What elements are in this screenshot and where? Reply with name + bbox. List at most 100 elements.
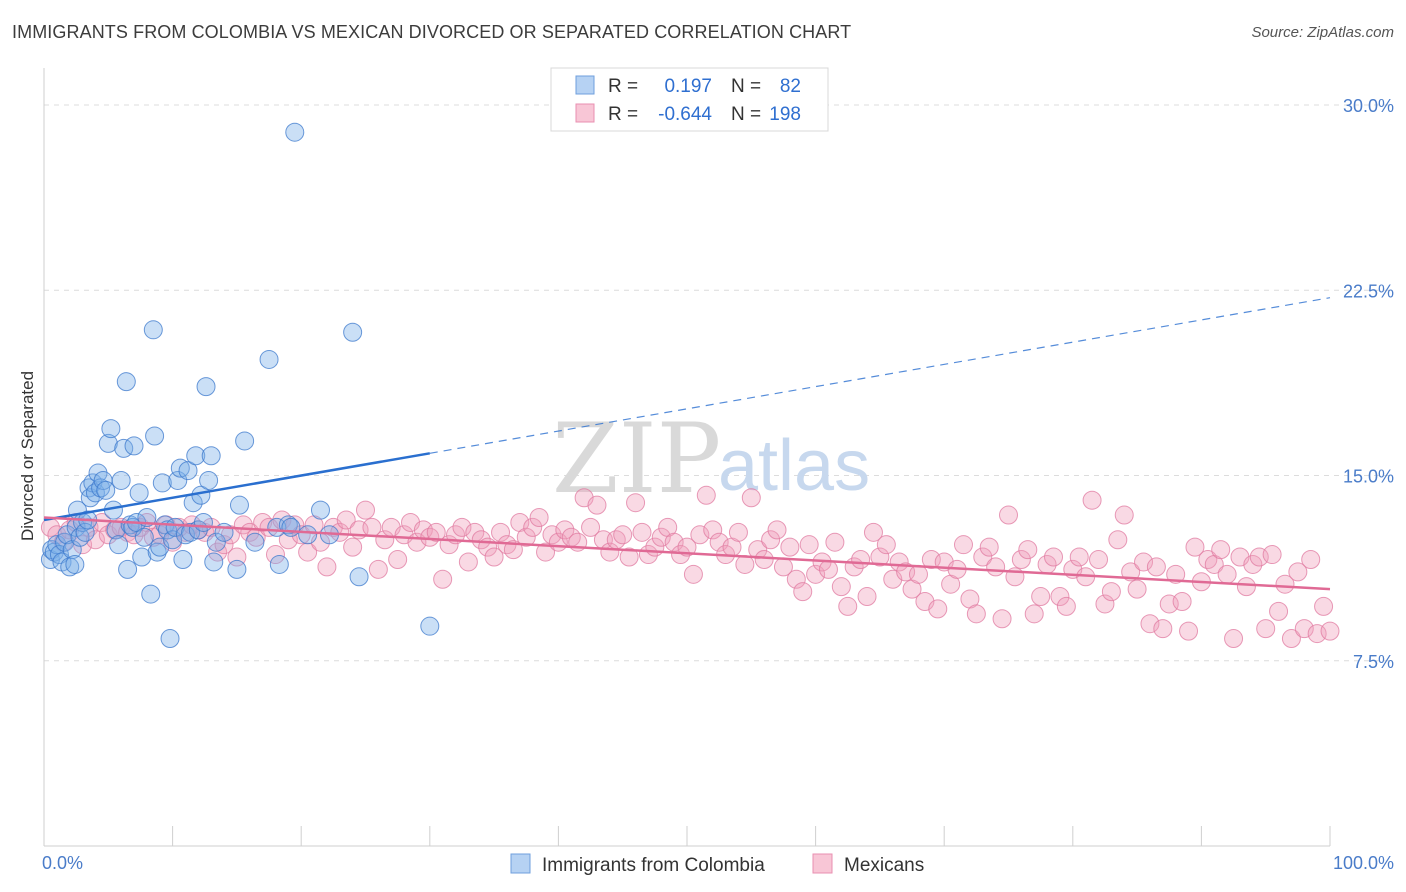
data-point <box>206 532 226 552</box>
trend-line-colombia-extension <box>429 297 1331 454</box>
data-point <box>973 547 993 567</box>
data-point <box>116 372 136 392</box>
data-point <box>201 446 221 466</box>
data-point <box>1050 587 1070 607</box>
data-point <box>109 535 129 555</box>
data-point <box>1114 505 1134 525</box>
data-point <box>129 483 149 503</box>
data-point <box>118 559 138 579</box>
data-point <box>851 549 871 569</box>
data-point <box>181 522 201 542</box>
data-point <box>1069 547 1089 567</box>
data-point <box>343 322 363 342</box>
data-point <box>928 599 948 619</box>
data-point <box>91 478 111 498</box>
data-point <box>793 582 813 602</box>
trend-line-mexicans <box>43 516 1331 591</box>
data-point <box>1044 547 1064 567</box>
data-point <box>196 377 216 397</box>
data-point <box>356 500 375 520</box>
data-point <box>426 522 446 542</box>
data-point <box>1185 537 1205 557</box>
data-point <box>111 470 131 490</box>
data-point <box>173 549 193 569</box>
data-point <box>62 540 82 560</box>
data-point <box>1082 490 1102 510</box>
trend-lines <box>43 297 1331 591</box>
data-point <box>259 349 279 369</box>
data-point <box>245 532 265 552</box>
data-point <box>1127 579 1147 599</box>
data-point <box>677 537 697 557</box>
data-point <box>349 567 369 587</box>
data-point <box>780 537 800 557</box>
data-point <box>1031 587 1051 607</box>
legend-swatch-blue <box>575 75 595 95</box>
data-point <box>992 609 1012 629</box>
data-point <box>1294 619 1314 639</box>
data-point <box>269 554 289 574</box>
x-tick-label-min: 0.0% <box>42 853 83 873</box>
data-point <box>613 525 633 545</box>
data-point <box>1166 564 1186 584</box>
data-point <box>696 485 716 505</box>
data-point <box>741 488 761 508</box>
data-point <box>484 547 504 567</box>
data-point <box>979 537 999 557</box>
x-tick-label-max: 100.0% <box>1333 853 1394 873</box>
data-point <box>908 564 928 584</box>
data-point <box>204 552 224 572</box>
data-point <box>728 522 748 542</box>
data-point <box>966 604 986 624</box>
data-point <box>1262 545 1282 565</box>
data-point <box>709 532 729 552</box>
data-point <box>124 436 144 456</box>
legend-n-value-blue: 82 <box>780 76 801 97</box>
data-point <box>1095 594 1115 614</box>
data-point <box>542 525 562 545</box>
bottom-legend-label-pink: Mexicans <box>844 855 924 876</box>
data-point <box>1056 596 1076 616</box>
data-point <box>529 508 549 528</box>
data-point <box>55 532 75 552</box>
data-point <box>199 470 219 490</box>
data-point <box>651 527 671 547</box>
data-point <box>1236 577 1256 597</box>
data-point <box>1134 552 1154 572</box>
data-point <box>999 505 1018 525</box>
data-point <box>168 470 188 490</box>
top-legend: R = 0.197 N = 82 R = -0.644 N = 198 <box>550 67 829 132</box>
data-point <box>754 549 774 569</box>
data-point <box>953 535 973 555</box>
bottom-legend-label-blue: Immigrants from Colombia <box>542 855 765 876</box>
data-point <box>664 532 684 552</box>
data-point <box>75 522 95 542</box>
data-point <box>291 525 311 545</box>
data-point <box>1281 629 1301 649</box>
data-point <box>587 495 607 515</box>
data-point <box>1153 619 1173 639</box>
data-point <box>186 446 206 466</box>
data-point <box>1089 549 1109 569</box>
data-point <box>1018 540 1038 560</box>
watermark-atlas: atlas <box>718 426 870 506</box>
data-point <box>336 510 356 530</box>
data-point <box>1172 591 1192 611</box>
data-point <box>825 532 845 552</box>
data-point <box>208 542 228 562</box>
data-point <box>1011 549 1031 569</box>
trend-line-colombia <box>43 452 431 522</box>
y-tick-label: 30.0% <box>1343 96 1394 116</box>
data-point <box>145 426 165 446</box>
data-point <box>1179 621 1199 641</box>
data-point <box>491 522 511 542</box>
gridlines <box>44 104 1392 662</box>
data-point <box>310 500 330 520</box>
data-point <box>433 569 453 589</box>
data-point <box>388 549 408 569</box>
data-point <box>1217 564 1237 584</box>
data-point <box>1275 574 1295 594</box>
data-point <box>536 542 556 562</box>
data-point <box>1301 549 1321 569</box>
